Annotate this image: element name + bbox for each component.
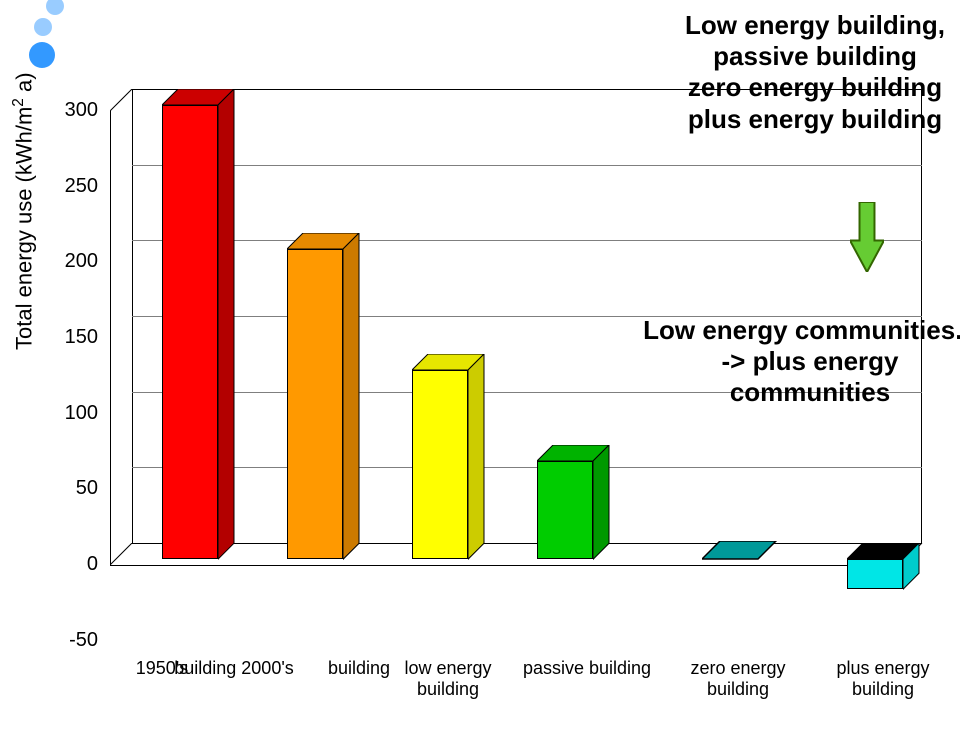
bar-4	[702, 541, 778, 570]
left-wall-top-diag	[110, 89, 134, 118]
bar-front-face	[537, 461, 593, 559]
bar-3	[537, 461, 611, 577]
bar-front-face	[847, 559, 903, 589]
chart-area: 300250200150100500-50 Low energy buildin…	[110, 110, 930, 710]
bar-front-face	[162, 105, 218, 559]
x-label: zero energybuilding	[678, 658, 798, 700]
down-arrow-icon	[850, 202, 884, 277]
gridline	[132, 165, 922, 166]
y-tick-label: 300	[48, 99, 98, 122]
x-label: plus energybuilding	[823, 658, 943, 700]
annotation-title2: Low energy communities...-> plus energy …	[640, 315, 960, 409]
y-tick-label: 50	[48, 477, 98, 500]
y-tick-label: 0	[48, 553, 98, 576]
y-tick-label: 150	[48, 326, 98, 349]
left-wall-front	[110, 111, 111, 565]
gridline	[132, 240, 922, 241]
bar-1	[287, 249, 361, 577]
gridline	[132, 467, 922, 468]
plot-region: 300250200150100500-50 Low energy buildin…	[110, 110, 930, 640]
y-tick-label: -50	[48, 629, 98, 652]
annotation-title1: Low energy building,passive buildingzero…	[650, 10, 960, 135]
bar-front-face	[412, 370, 468, 559]
bar-5	[847, 559, 921, 607]
bar-right-face	[903, 543, 921, 596]
bar-front-face	[287, 249, 343, 559]
x-label: low energybuilding	[388, 658, 508, 700]
y-tick-label: 200	[48, 250, 98, 273]
y-axis-title: Total energy use (kWh/m2 a)	[10, 72, 37, 350]
x-label: passive building	[517, 658, 657, 679]
dot-3	[29, 42, 55, 68]
floor-back-edge	[132, 543, 922, 544]
y-tick-label: 100	[48, 402, 98, 425]
bar-2	[412, 370, 486, 577]
bar-right-face	[468, 354, 486, 566]
bar-0	[162, 105, 236, 577]
dot-1	[46, 0, 64, 15]
floor-diagonal	[110, 543, 134, 567]
dot-2	[34, 18, 52, 36]
y-tick-label: 250	[48, 175, 98, 198]
bar-right-face	[343, 233, 361, 566]
bar-right-face	[593, 445, 611, 566]
x-axis-labels: 1950'sbuilding 2000'sbuildinglow energyb…	[110, 640, 930, 710]
bar-right-face	[218, 89, 236, 566]
x-label: building 2000's	[164, 658, 304, 679]
